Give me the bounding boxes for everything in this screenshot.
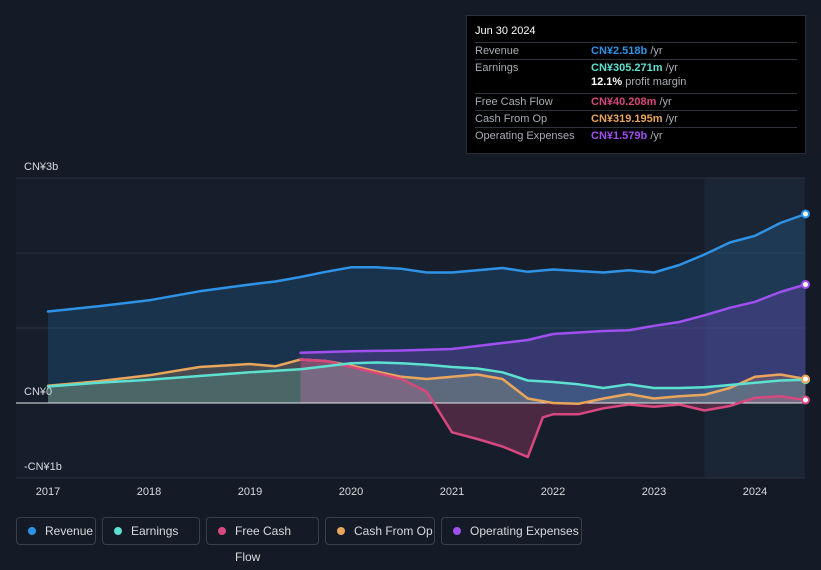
x-tick-label: 2019 — [238, 486, 262, 498]
tooltip-value: CN¥2.518b /yr — [591, 45, 663, 57]
tooltip-value: CN¥40.208m /yr — [591, 96, 672, 108]
y-tick-label: CN¥0 — [24, 386, 52, 398]
x-tick-label: 2018 — [137, 486, 161, 498]
legend-label: Cash From Op — [354, 524, 433, 538]
tooltip-value: CN¥305.271m /yr — [591, 62, 678, 74]
x-tick-label: 2022 — [541, 486, 565, 498]
legend-item-revenue[interactable]: Revenue — [16, 517, 96, 545]
legend-item-cash-from-op[interactable]: Cash From Op — [325, 517, 435, 545]
legend-dot-icon — [218, 527, 226, 535]
free-cash-flow-area — [300, 359, 806, 457]
tooltip-row-earnings: Earnings CN¥305.271m /yr — [475, 59, 797, 77]
tooltip-label: Earnings — [475, 62, 519, 74]
tooltip-profit-margin: 12.1% profit margin — [591, 76, 687, 88]
operating-expenses-end-point — [801, 280, 810, 289]
tooltip-label: Cash From Op — [475, 113, 548, 125]
free-cash-flow-line — [299, 358, 807, 459]
x-tick-label: 2021 — [440, 486, 464, 498]
x-tick-label: 2023 — [642, 486, 666, 498]
revenue-end-point — [801, 209, 810, 219]
legend-label: Operating Expenses — [470, 524, 579, 538]
cash-from-op-end-point — [801, 374, 810, 384]
tooltip-label: Revenue — [475, 45, 520, 57]
tooltip-row-cash-from-op: Cash From Op CN¥319.195m /yr — [475, 110, 797, 128]
tooltip-date: Jun 30 2024 — [475, 25, 536, 37]
earnings-line — [46, 361, 807, 390]
tooltip-value: CN¥319.195m /yr — [591, 113, 678, 125]
free-cash-flow-end-point — [801, 395, 810, 405]
x-tick-label: 2020 — [339, 486, 363, 498]
legend-dot-icon — [28, 527, 36, 535]
operating-expenses-line — [299, 283, 807, 355]
legend-item-operating-expenses[interactable]: Operating Expenses — [441, 517, 582, 545]
y-tick-label: -CN¥1b — [24, 461, 62, 473]
legend-dot-icon — [114, 527, 122, 535]
tooltip-label: Operating Expenses — [475, 130, 575, 142]
tooltip-row-free-cash-flow: Free Cash Flow CN¥40.208m /yr — [475, 93, 797, 111]
tooltip-row-revenue: Revenue CN¥2.518b /yr — [475, 42, 797, 60]
legend-label: Revenue — [45, 524, 94, 538]
legend-item-free-cash-flow[interactable]: Free Cash Flow — [206, 517, 319, 564]
legend-dot-icon — [453, 527, 461, 535]
legend-dot-icon — [337, 527, 345, 535]
x-tick-label: 2024 — [743, 486, 767, 498]
x-tick-label: 2017 — [36, 486, 60, 498]
legend-label: Earnings — [131, 524, 179, 538]
data-tooltip: Jun 30 2024 Revenue CN¥2.518b /yr Earnin… — [466, 15, 806, 154]
tooltip-value: CN¥1.579b /yr — [591, 130, 663, 142]
tooltip-label: Free Cash Flow — [475, 96, 553, 108]
revenue-line — [46, 212, 807, 313]
earnings-area — [48, 362, 806, 403]
legend-item-earnings[interactable]: Earnings — [102, 517, 200, 545]
y-tick-label: CN¥3b — [24, 161, 58, 173]
cash-from-op-line — [46, 358, 807, 406]
operating-expenses-area — [300, 284, 806, 403]
cash-from-op-area — [48, 359, 806, 404]
tooltip-row-operating-expenses: Operating Expenses CN¥1.579b /yr — [475, 127, 797, 145]
revenue-area — [48, 214, 806, 403]
